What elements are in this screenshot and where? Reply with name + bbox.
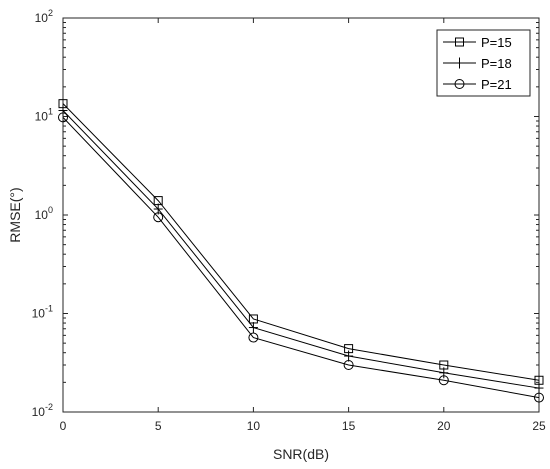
series-layer xyxy=(58,99,544,403)
x-tick-label: 10 xyxy=(247,419,261,433)
legend-label: P=15 xyxy=(481,35,512,50)
data-point xyxy=(153,212,164,223)
series-3 xyxy=(58,112,544,403)
data-point xyxy=(344,350,354,362)
data-point xyxy=(248,322,258,334)
legend-label: P=18 xyxy=(481,56,512,71)
data-point xyxy=(534,382,544,394)
x-axis-label: SNR(dB) xyxy=(273,446,329,462)
series-line xyxy=(62,117,540,399)
legend-marker xyxy=(454,79,465,89)
legend-marker xyxy=(455,37,464,47)
data-point xyxy=(534,392,544,403)
series-1 xyxy=(58,99,544,385)
y-tick-label: 10-1 xyxy=(32,304,53,321)
series-line xyxy=(62,103,540,381)
x-tick-label: 20 xyxy=(437,419,451,433)
y-tick-label: 10-2 xyxy=(32,402,53,419)
y-axis-label: RMSE(°) xyxy=(7,187,23,242)
y-tick-label: 101 xyxy=(35,107,53,124)
data-point xyxy=(438,375,449,386)
x-tick-label: 15 xyxy=(342,419,356,433)
x-tick-label: 5 xyxy=(155,419,162,433)
legend-entry: P=18 xyxy=(443,56,512,71)
y-tick-label: 102 xyxy=(35,8,53,25)
x-tick-label: 25 xyxy=(532,419,546,433)
data-point xyxy=(343,360,354,371)
y-tick-label: 100 xyxy=(35,205,53,222)
legend: P=15 P=18 P=21 xyxy=(436,29,531,97)
x-tick-label: 0 xyxy=(60,419,67,433)
legend-marker xyxy=(455,57,464,69)
data-point xyxy=(58,105,68,117)
series-line xyxy=(62,110,540,389)
legend-label: P=21 xyxy=(481,77,512,92)
axis-ticks: 0 5 10 15 20 25 10-2 10-1 100 101 102 xyxy=(32,8,546,433)
data-point xyxy=(248,332,259,343)
legend-entry: P=21 xyxy=(443,77,512,92)
series-2 xyxy=(58,105,544,394)
legend-entry: P=15 xyxy=(443,35,512,50)
data-point xyxy=(58,112,68,123)
data-point xyxy=(439,367,449,379)
